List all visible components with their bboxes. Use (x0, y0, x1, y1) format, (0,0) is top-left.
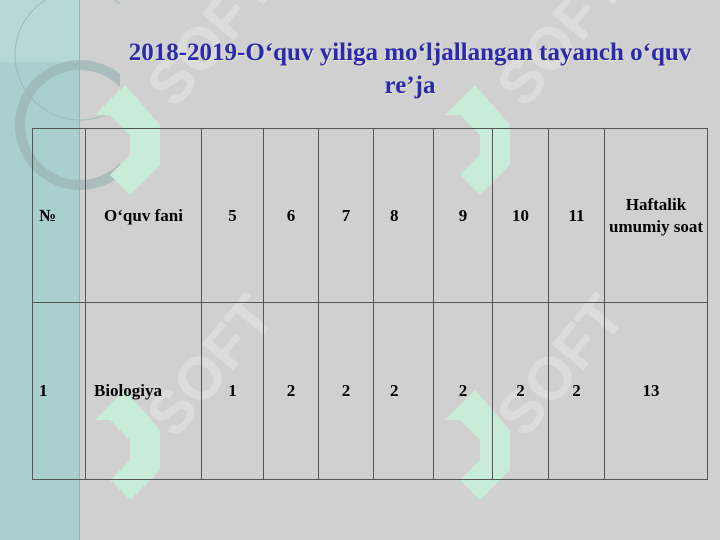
cell-subject: Biologiya (85, 302, 202, 480)
side-strip-top (0, 0, 79, 62)
cell-weekly-hours: 13 (604, 302, 708, 480)
cell-grade-9: 2 (433, 302, 493, 480)
header-grade-7: 7 (318, 128, 374, 303)
cell-grade-5: 1 (201, 302, 264, 480)
header-grade-6: 6 (263, 128, 319, 303)
slide-title: 2018-2019-O‘quv yiliga mo‘ljallangan tay… (128, 39, 692, 99)
curriculum-table: № O‘quv fani 5 6 7 8 9 10 11 Haftalik um… (32, 128, 708, 480)
header-grade-11: 11 (548, 128, 605, 303)
cell-grade-6: 2 (263, 302, 319, 480)
cell-number: 1 (32, 302, 86, 480)
header-subject: O‘quv fani (85, 128, 202, 303)
header-weekly-hours: Haftalik umumiy soat (604, 128, 708, 303)
cell-grade-8: 2 (373, 302, 434, 480)
header-grade-8: 8 (373, 128, 434, 303)
header-grade-9: 9 (433, 128, 493, 303)
cell-grade-10: 2 (492, 302, 549, 480)
header-grade-5: 5 (201, 128, 264, 303)
header-number: № (32, 128, 86, 303)
cell-grade-7: 2 (318, 302, 374, 480)
header-grade-10: 10 (492, 128, 549, 303)
table-row: 1 Biologiya 1 2 2 2 2 2 2 13 (32, 302, 708, 480)
cell-grade-11: 2 (548, 302, 605, 480)
table-header-row: № O‘quv fani 5 6 7 8 9 10 11 Haftalik um… (32, 128, 708, 303)
